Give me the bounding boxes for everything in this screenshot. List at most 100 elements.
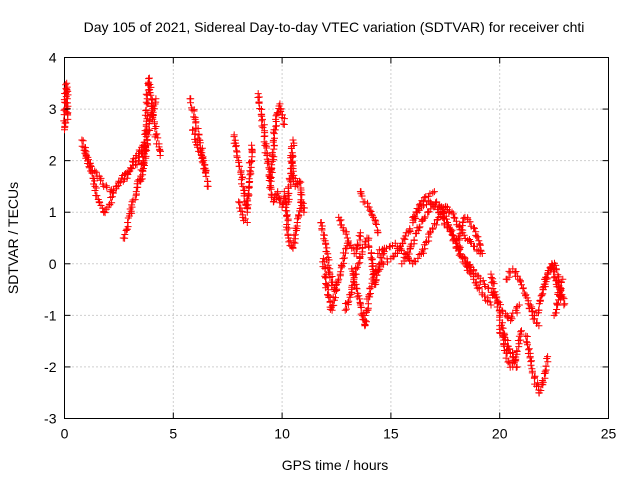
data-point (110, 187, 117, 195)
y-tick-label: -1 (44, 307, 57, 323)
data-point (341, 254, 348, 262)
data-point (284, 217, 292, 225)
data-point (127, 165, 135, 173)
x-tick-label: 5 (169, 426, 177, 442)
track-t10 (235, 198, 251, 226)
data-point (515, 301, 523, 309)
track-t06 (139, 95, 160, 175)
data-point (420, 214, 428, 222)
y-tick-label: -3 (44, 411, 57, 427)
data-point (270, 141, 278, 149)
data-point (343, 305, 350, 313)
data-point (334, 279, 342, 287)
data-point (504, 358, 512, 366)
data-point (319, 255, 327, 263)
data-point (78, 142, 86, 150)
track-t26 (452, 213, 486, 257)
data-point (449, 210, 457, 218)
data-point (156, 152, 164, 159)
data-point (537, 387, 545, 394)
data-point (145, 74, 153, 82)
data-point (448, 226, 456, 234)
y-axis-label: SDTVAR / TECUs (5, 182, 21, 294)
data-point (374, 250, 382, 257)
data-point (322, 281, 330, 289)
data-point (423, 201, 430, 209)
data-point (147, 91, 155, 99)
data-point (340, 259, 348, 267)
data-point (257, 111, 265, 119)
data-point (149, 108, 157, 116)
data-point (284, 224, 292, 232)
data-point (317, 219, 325, 227)
track-t14 (280, 188, 306, 252)
data-point (335, 275, 343, 283)
data-point (96, 199, 104, 207)
data-point (270, 153, 278, 161)
data-point (478, 250, 486, 257)
data-point (235, 198, 243, 206)
data-point (358, 192, 366, 200)
data-point (268, 161, 276, 169)
data-point (357, 304, 365, 311)
data-point (132, 188, 140, 196)
track-t04 (119, 172, 145, 242)
data-point (355, 292, 363, 300)
track-t33 (539, 259, 569, 309)
data-point (353, 245, 361, 253)
data-point (124, 219, 132, 226)
data-point (246, 167, 254, 175)
data-point (373, 271, 381, 279)
data-point (533, 319, 541, 327)
data-point (374, 266, 382, 274)
data-point (384, 258, 391, 266)
data-point (268, 149, 276, 157)
x-tick-label: 25 (601, 426, 617, 442)
y-tick-label: 0 (49, 256, 57, 272)
data-point (476, 240, 484, 248)
data-point (475, 285, 483, 293)
data-point (515, 340, 523, 348)
data-point (333, 280, 340, 288)
data-point (287, 157, 295, 165)
data-point (291, 231, 299, 239)
data-point (556, 284, 564, 292)
data-point (486, 298, 494, 306)
data-point (239, 182, 247, 190)
data-point (493, 303, 501, 311)
data-point (412, 214, 420, 222)
data-point (405, 250, 413, 258)
data-point (363, 318, 370, 326)
data-point (470, 224, 478, 232)
data-point (154, 134, 162, 142)
data-point (254, 94, 262, 101)
track-t03 (80, 141, 147, 196)
data-point (505, 267, 513, 275)
data-point (431, 220, 438, 228)
data-point (60, 117, 68, 125)
data-point (561, 300, 569, 308)
data-point (542, 369, 550, 377)
track-t15 (317, 219, 351, 294)
track-t20 (356, 188, 382, 237)
data-point (475, 237, 483, 245)
data-point (543, 275, 551, 283)
data-point (555, 296, 562, 304)
data-point (365, 203, 373, 211)
data-point (78, 136, 86, 144)
data-point (142, 152, 150, 160)
data-point (467, 238, 474, 245)
x-tick-label: 20 (492, 426, 508, 442)
data-point (64, 115, 72, 123)
data-point (325, 256, 333, 264)
data-point (245, 191, 253, 199)
data-point (400, 253, 408, 261)
data-point (506, 345, 514, 353)
data-point (106, 188, 114, 196)
data-point (247, 170, 255, 178)
data-point (187, 99, 194, 107)
track-t16 (319, 255, 341, 314)
data-point (298, 198, 306, 206)
chart-title: Day 105 of 2021, Sidereal Day-to-day VTE… (84, 19, 585, 35)
data-point (470, 275, 478, 283)
